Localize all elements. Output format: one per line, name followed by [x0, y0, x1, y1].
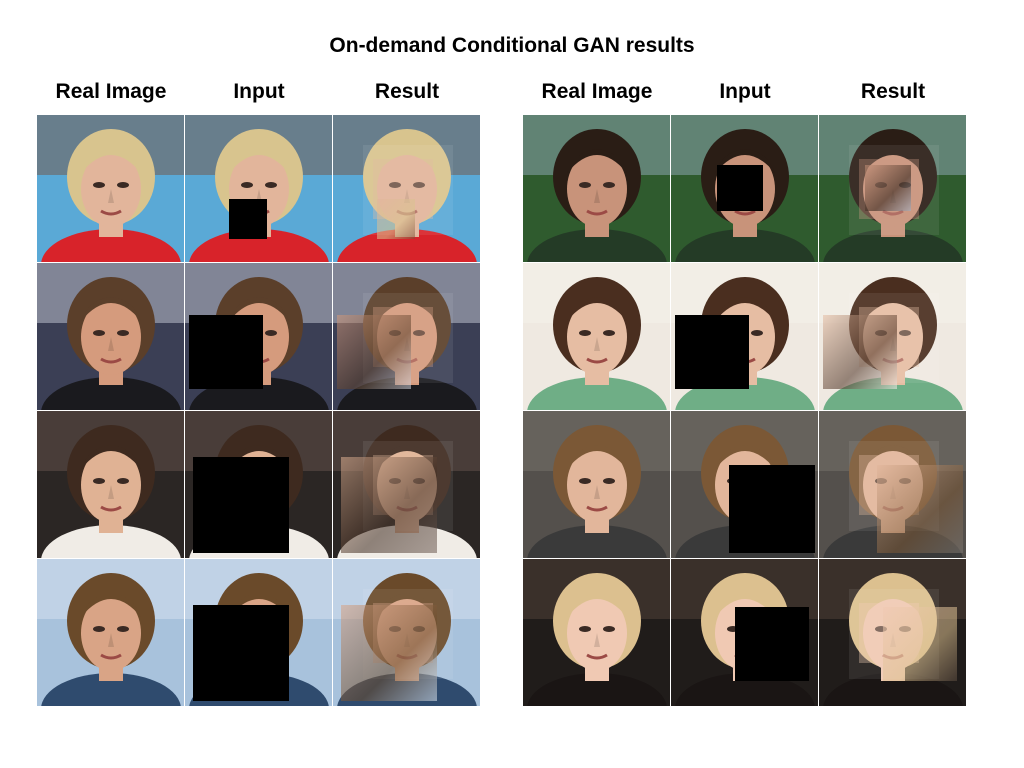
inpainted-region [823, 315, 897, 389]
inpainted-region [377, 199, 415, 239]
real-image-thumbnail [523, 263, 671, 411]
result-thumbnail [819, 411, 967, 559]
inpainted-region [883, 607, 957, 681]
occlusion-mask [735, 607, 809, 681]
occlusion-mask [717, 165, 763, 211]
inpainted-region [341, 457, 437, 553]
input-thumbnail [671, 263, 819, 411]
column-header-input: Input [233, 80, 285, 103]
occlusion-mask [729, 465, 815, 553]
column-header-result: Result [374, 80, 440, 103]
input-thumbnail [185, 411, 333, 559]
input-thumbnail [671, 411, 819, 559]
inpainted-region [865, 165, 911, 211]
result-thumbnail [333, 559, 481, 707]
image-grid-right [523, 115, 967, 707]
result-thumbnail [819, 115, 967, 263]
inpainted-region [877, 465, 963, 553]
column-header-real-image: Real Image [541, 80, 653, 103]
occlusion-mask [189, 315, 263, 389]
input-thumbnail [671, 115, 819, 263]
real-image-thumbnail [37, 263, 185, 411]
real-image-thumbnail [37, 411, 185, 559]
occlusion-mask [675, 315, 749, 389]
occlusion-mask [229, 199, 267, 239]
inpainted-region [341, 605, 437, 701]
input-thumbnail [185, 263, 333, 411]
real-image-thumbnail [523, 115, 671, 263]
result-thumbnail [819, 263, 967, 411]
result-thumbnail [333, 115, 481, 263]
inpainted-region [337, 315, 411, 389]
figure-title: On-demand Conditional GAN results [329, 34, 695, 57]
input-thumbnail [185, 115, 333, 263]
result-thumbnail [333, 411, 481, 559]
column-header-real-image: Real Image [55, 80, 167, 103]
input-thumbnail [185, 559, 333, 707]
result-thumbnail [819, 559, 967, 707]
real-image-thumbnail [37, 559, 185, 707]
result-thumbnail [333, 263, 481, 411]
occlusion-mask [193, 457, 289, 553]
column-header-input: Input [719, 80, 771, 103]
occlusion-mask [193, 605, 289, 701]
real-image-thumbnail [523, 411, 671, 559]
real-image-thumbnail [37, 115, 185, 263]
input-thumbnail [671, 559, 819, 707]
real-image-thumbnail [523, 559, 671, 707]
image-grid-left [37, 115, 481, 707]
column-header-result: Result [860, 80, 926, 103]
